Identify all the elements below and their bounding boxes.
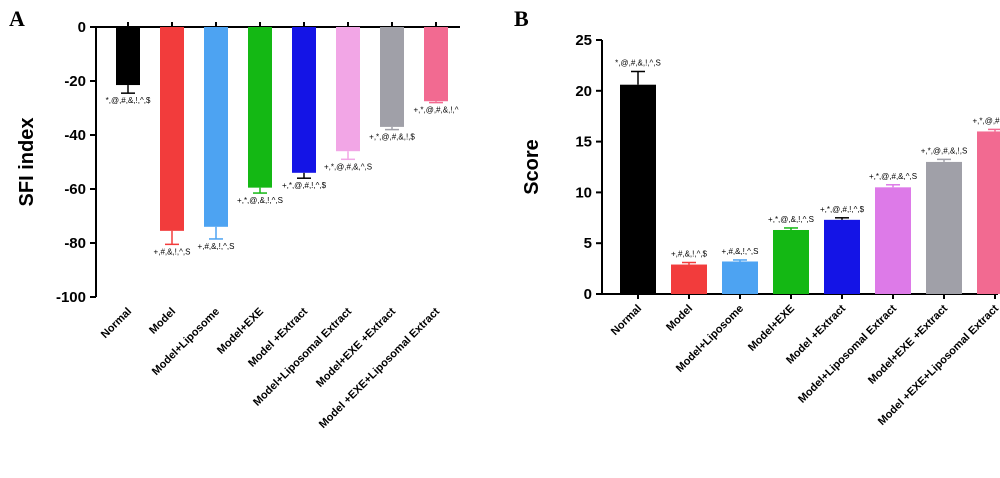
chart-a-bar	[248, 27, 272, 188]
chart-b-bar-annotation: +,*,@,#,&,^,S	[869, 172, 917, 181]
chart-a-bar	[380, 27, 404, 127]
chart-a-y-tick-label: -100	[56, 289, 86, 306]
chart-b-bar-annotation: +,*,@,#,!,^,$	[820, 205, 865, 214]
chart-b-category-label: Normal	[609, 303, 644, 338]
chart-a-bar-annotation: +,*,@,#,&,^,S	[324, 162, 372, 171]
chart-a-y-tick-label: -60	[64, 181, 86, 198]
panel-b-label: B	[514, 6, 529, 31]
chart-a-y-axis-label: SFI index	[16, 118, 38, 207]
chart-b-bar-annotation: *,@,#,&,!,^,S	[615, 58, 661, 67]
chart-a-bar	[292, 27, 316, 173]
chart-b-category-label: Model+EXE	[746, 303, 797, 354]
chart-b-bar	[722, 261, 758, 294]
chart-b-y-tick-label: 5	[584, 235, 592, 252]
chart-a-bar	[204, 27, 228, 227]
chart-a-bar	[424, 27, 448, 102]
chart-b-bar	[926, 161, 962, 294]
chart-b-bar-annotation: +,*,@,#,&,!,^	[972, 116, 1000, 125]
chart-b-bar	[671, 264, 707, 294]
chart-b-bar	[620, 84, 656, 294]
chart-a-bar-annotation: +,*,@,&,!,^,S	[237, 196, 283, 205]
chart-a-bar-annotation: +,*,@,#,!,^,$	[282, 181, 327, 190]
chart-a-bar-annotation: +,#,&,!,^,S	[154, 247, 191, 256]
chart-b-bar-annotation: +,#,&,!,^,S	[722, 247, 759, 256]
chart-a-bar-annotation: +,*,@,#,&,!,$	[369, 133, 415, 142]
panel-a-label: A	[9, 6, 25, 31]
chart-a-y-tick-label: -40	[64, 127, 86, 144]
chart-a-bar-annotation: +,*,@,#,&,!,^	[413, 106, 458, 115]
chart-a-bar	[116, 27, 140, 86]
chart-b-bar-annotation: +,*,@,&,!,^,S	[768, 215, 814, 224]
chart-b-bar-annotation: +,#,&,!,^,$	[671, 250, 708, 259]
chart-b-bar-annotation: +,*,@,#,&,!,S	[921, 146, 968, 155]
chart-b-y-tick-label: 25	[575, 32, 592, 49]
chart-b-bar	[773, 229, 809, 294]
chart-b-category-label: Model+Liposomal Extract	[796, 302, 899, 405]
chart-b-y-tick-label: 15	[575, 134, 592, 151]
chart-b-y-tick-label: 0	[584, 286, 592, 303]
chart-b-y-tick-label: 10	[575, 184, 592, 201]
chart-b-y-tick-label: 20	[575, 83, 592, 100]
chart-a-y-tick-label: 0	[78, 19, 86, 36]
chart-a-y-tick-label: -80	[64, 235, 86, 252]
chart-b-y-axis-label: Score	[521, 139, 543, 195]
chart-b-category-label: Model	[664, 303, 695, 334]
chart-a-bar	[160, 27, 184, 231]
chart-a-y-tick-label: -20	[64, 73, 86, 90]
chart-a-bar-annotation: +,#,&,!,^,S	[198, 242, 235, 251]
chart-a-bar-annotation: *,@,#,&,!,^,$	[106, 96, 151, 105]
chart-b-bar	[875, 187, 911, 294]
chart-b-bar	[977, 131, 1000, 294]
chart-b-bar	[824, 219, 860, 294]
chart-a-bar	[336, 27, 360, 152]
